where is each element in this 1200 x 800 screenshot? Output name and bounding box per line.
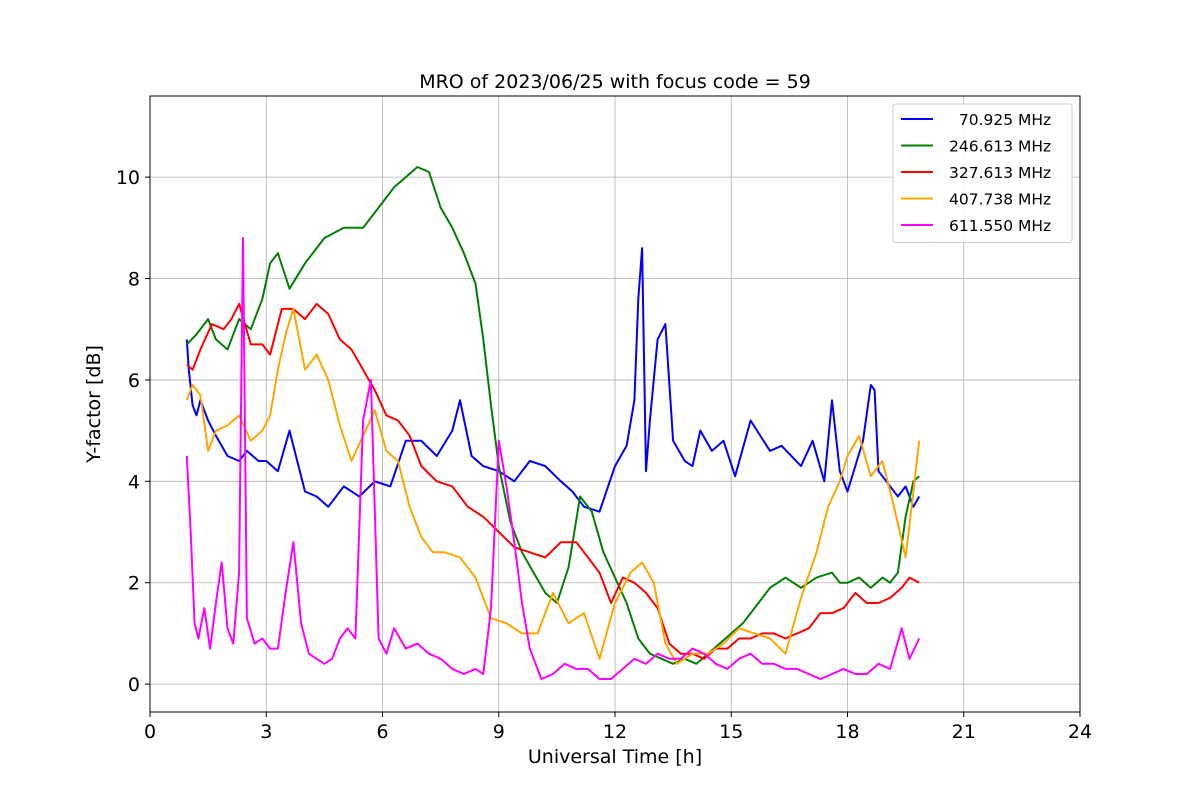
x-tick-label: 24 bbox=[1068, 721, 1092, 743]
plot-area bbox=[185, 166, 921, 680]
x-tick-label: 18 bbox=[835, 721, 859, 743]
chart-title: MRO of 2023/06/25 with focus code = 59 bbox=[419, 71, 811, 93]
legend-label-1: 70.925 MHz bbox=[949, 111, 1051, 129]
x-tick-label: 12 bbox=[603, 721, 627, 743]
legend-label-4: 407.738 MHz bbox=[949, 191, 1051, 209]
y-tick-label: 4 bbox=[128, 471, 140, 493]
y-axis: 0 2 4 6 8 10 bbox=[116, 167, 150, 696]
y-tick-label: 2 bbox=[128, 573, 140, 595]
legend: 70.925 MHz 246.613 MHz 327.613 MHz 407.738 … bbox=[892, 103, 1073, 243]
x-tick-label: 3 bbox=[260, 721, 272, 743]
y-tick-label: 8 bbox=[128, 269, 140, 291]
x-axis-label: Universal Time [h] bbox=[528, 746, 702, 768]
series-line-2 bbox=[186, 166, 920, 665]
legend-label-2: 246.613 MHz bbox=[949, 138, 1051, 156]
y-tick-label: 10 bbox=[116, 167, 140, 189]
y-axis-label: Y-factor [dB] bbox=[83, 345, 105, 464]
y-tick-label: 6 bbox=[128, 370, 140, 392]
legend-label-5: 611.550 MHz bbox=[949, 217, 1051, 235]
y-tick-label: 0 bbox=[128, 674, 140, 696]
legend-box bbox=[892, 103, 1073, 243]
x-tick-label: 9 bbox=[493, 721, 505, 743]
legend-label-3: 327.613 MHz bbox=[949, 164, 1051, 182]
series-layer bbox=[185, 166, 921, 680]
series-line-5 bbox=[185, 237, 921, 680]
series-line-1 bbox=[185, 247, 921, 513]
x-tick-label: 6 bbox=[376, 721, 388, 743]
x-axis: 0 3 6 9 12 15 18 21 24 bbox=[144, 712, 1092, 743]
x-tick-label: 21 bbox=[952, 721, 976, 743]
series-line-4 bbox=[185, 307, 921, 665]
x-tick-label: 15 bbox=[719, 721, 743, 743]
x-tick-label: 0 bbox=[144, 721, 156, 743]
series-line-3 bbox=[186, 302, 920, 660]
